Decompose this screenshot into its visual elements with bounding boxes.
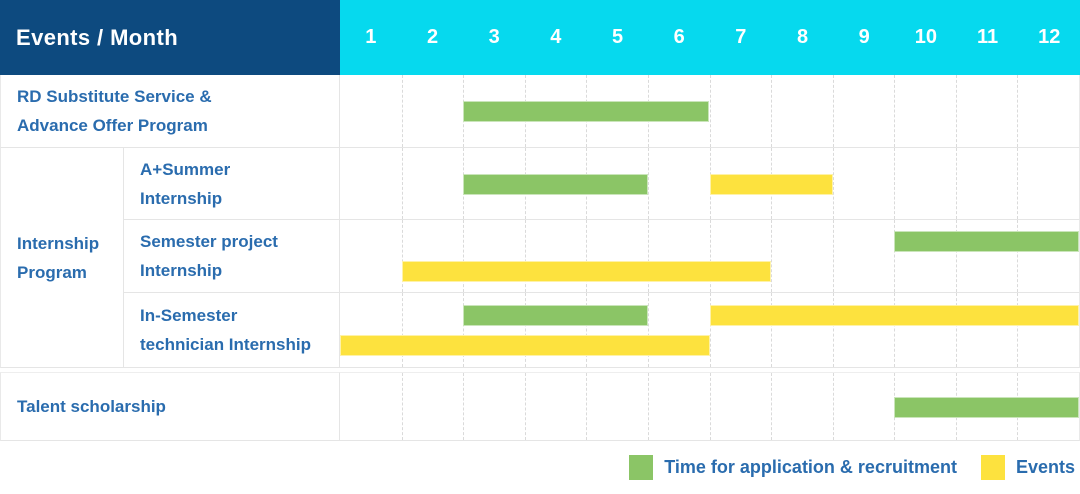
legend-swatch-recruitment-icon [629,455,654,480]
month-gridline [647,148,649,219]
gantt-bar-recruitment [463,173,648,195]
month-gridline [771,373,773,440]
legend-label-recruitment: Time for application & recruitment [664,457,957,477]
row-gap [0,368,1080,372]
month-gridline [955,293,957,367]
gantt-bar-recruitment [894,396,1079,418]
month-header-3: 3 [488,26,500,48]
month-gridline [401,220,403,292]
month-gridline [832,75,834,147]
gantt-bar-event [340,335,710,356]
month-gridline [955,220,957,292]
month-gridline [894,293,896,367]
month-gridline [524,373,526,440]
row-label-line: Talent scholarship [17,397,166,416]
month-gridline [586,373,588,440]
month-header-row: 1 2 3 4 5 6 7 8 9 10 11 12 [340,0,1080,75]
month-gridline [894,75,896,147]
month-gridline [1017,148,1019,219]
row-label-line: Semester project [140,232,278,251]
timeline-semester-project [340,220,1080,293]
month-header-9: 9 [858,26,870,48]
row-label-in-semester-technician: In-Semester technician Internship [124,293,340,368]
gantt-bar-recruitment [894,231,1079,252]
legend: Time for application & recruitment Event… [0,441,1080,494]
month-gridline [647,373,649,440]
gantt-bar-event [401,261,772,282]
month-gridline [1017,220,1019,292]
row-label-semester-project: Semester project Internship [124,220,340,293]
month-header-2: 2 [426,26,439,48]
row-label-line: technician Internship [140,335,311,354]
month-header-6: 6 [673,26,685,48]
legend-label-events: Events [1015,457,1075,477]
month-gridline [524,293,526,367]
timeline-talent-scholarship [340,372,1080,441]
table-header-events-month: Events / Month [0,0,340,75]
row-label-rd-substitute: RD Substitute Service & Advance Offer Pr… [0,75,340,148]
month-header-12: 12 [1038,26,1061,48]
legend-item-recruitment: Time for application & recruitment [629,455,957,480]
timeline-in-semester-technician [340,293,1080,368]
month-header-1: 1 [365,26,377,48]
month-gridline [463,293,465,367]
row-label-line: Advance Offer Program [17,116,208,135]
gantt-bar-recruitment [463,305,648,326]
month-header-7: 7 [735,26,747,48]
timeline-rd-substitute [340,75,1080,148]
month-gridline [401,75,403,147]
month-gridline [955,148,957,219]
group-label-internship-program: Internship Program [0,148,124,368]
month-gridline [586,220,588,292]
month-gridline [1017,75,1019,147]
row-label-talent-scholarship: Talent scholarship [0,372,340,441]
gantt-table: Events / Month 1 2 3 4 5 6 7 8 9 10 11 12 RD Substi… [0,0,1080,441]
row-label-line: Internship [140,261,223,280]
month-gridline [463,220,465,292]
month-header-4: 4 [550,26,562,48]
month-gridline [709,373,711,440]
month-gridline [401,373,403,440]
month-gridline [647,293,649,367]
row-label-line: RD Substitute Service & [17,87,212,106]
month-gridline [771,293,773,367]
row-label-a-plus-summer: A+Summer Internship [124,148,340,220]
group-label-line: Internship [17,233,100,253]
month-gridline [832,293,834,367]
month-gridline [463,373,465,440]
month-header-8: 8 [796,26,809,48]
month-header-10: 10 [914,26,937,48]
month-gridline [771,220,773,292]
legend-swatch-events-icon [980,455,1005,480]
group-label-line: Program [17,262,87,282]
month-gridline [709,75,711,147]
month-gridline [832,373,834,440]
month-gridline [955,75,957,147]
gantt-bar-event [709,305,1079,326]
month-gridline [401,293,403,367]
row-label-line: In-Semester [140,306,238,325]
month-gridline [401,148,403,219]
month-gridline [586,293,588,367]
row-label-line: A+Summer [140,159,231,179]
month-gridline [709,220,711,292]
month-gridline [894,220,896,292]
timeline-a-plus-summer [340,148,1080,220]
gantt-bar-recruitment [463,101,710,122]
month-header-11: 11 [976,26,999,48]
row-label-line: Internship [140,188,223,208]
month-gridline [894,148,896,219]
month-gridline [709,293,711,367]
legend-item-events: Events [980,455,1075,480]
month-gridline [832,148,834,219]
gantt-bar-event [709,173,833,195]
month-gridline [647,220,649,292]
month-gridline [832,220,834,292]
month-header-5: 5 [611,26,624,48]
month-gridline [771,75,773,147]
month-gridline [524,220,526,292]
month-gridline [1017,293,1019,367]
